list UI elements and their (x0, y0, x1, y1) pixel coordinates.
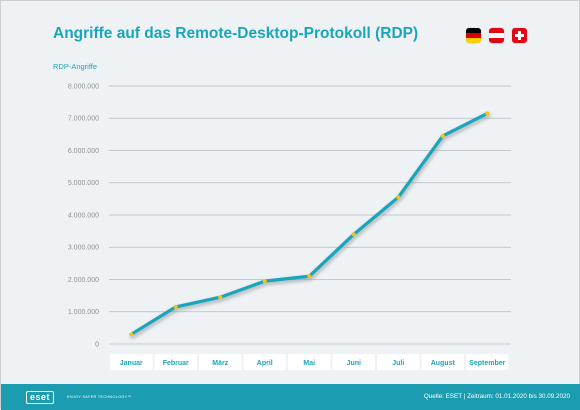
x-category-box (199, 354, 242, 370)
data-point (440, 133, 445, 139)
x-tick-label: September (469, 360, 505, 367)
x-tick-label: Juni (347, 360, 361, 367)
x-tick-label: Juli (392, 360, 404, 367)
x-category-box (377, 354, 420, 370)
data-point (396, 195, 401, 200)
series-line-shadow (129, 112, 491, 339)
footer-bar: eset ENJOY SAFER TECHNOLOGY™ Quelle: ESE… (1, 384, 580, 410)
chart-title: Angriffe auf das Remote-Desktop-Protokol… (53, 25, 419, 42)
grid-lines (109, 85, 511, 345)
series-line (129, 111, 489, 336)
source-note: Quelle: ESET | Zeitraum: 01.01.2020 bis … (423, 393, 570, 400)
x-category-box (288, 354, 331, 370)
x-tick-label: April (257, 360, 273, 367)
x-tick-label: Mai (303, 360, 315, 367)
y-axis-ticks: 0 1.000.000 2.000.000 3.000.000 4.000.000 5.0… (68, 83, 99, 348)
y-tick-label: 3.000.000 (68, 245, 99, 252)
data-point (485, 111, 490, 116)
flag-germany-icon (466, 28, 481, 43)
y-tick-label: 0 (95, 341, 99, 348)
y-tick-label: 6.000.000 (68, 148, 99, 155)
data-point (129, 332, 134, 337)
data-point (218, 295, 223, 300)
data-point (173, 304, 178, 310)
y-tick-label: 4.000.000 (68, 212, 99, 219)
data-point (351, 232, 356, 237)
x-tick-label: Februar (163, 360, 189, 367)
y-tick-label: 1.000.000 (68, 309, 99, 316)
line-chart: 0 1.000.000 2.000.000 3.000.000 4.000.000 5.0… (68, 83, 511, 370)
data-point (307, 274, 312, 279)
x-category-box (154, 354, 197, 370)
eset-logo: eset (26, 391, 55, 404)
x-tick-label: März (212, 360, 228, 367)
x-tick-label: August (431, 360, 456, 367)
y-tick-label: 2.000.000 (68, 277, 99, 284)
x-tick-label: Januar (120, 360, 143, 367)
y-tick-label: 7.000.000 (68, 116, 99, 123)
y-tick-label: 5.000.000 (68, 180, 99, 187)
x-axis-categories: Januar Februar März April Mai Juni Juli August S… (110, 354, 509, 370)
data-point (262, 279, 267, 284)
flag-austria-icon (489, 28, 504, 43)
x-category-box (466, 354, 509, 370)
flag-switzerland-icon (512, 28, 527, 43)
x-category-box (243, 354, 286, 370)
x-category-box (110, 354, 153, 370)
x-category-box (332, 354, 375, 370)
series-layer (129, 111, 491, 339)
x-category-box (421, 354, 464, 370)
y-tick-label: 8.000.000 (68, 83, 99, 90)
y-axis-label: RDP-Angriffe (53, 62, 98, 71)
logo-tagline: ENJOY SAFER TECHNOLOGY™ (67, 395, 132, 399)
